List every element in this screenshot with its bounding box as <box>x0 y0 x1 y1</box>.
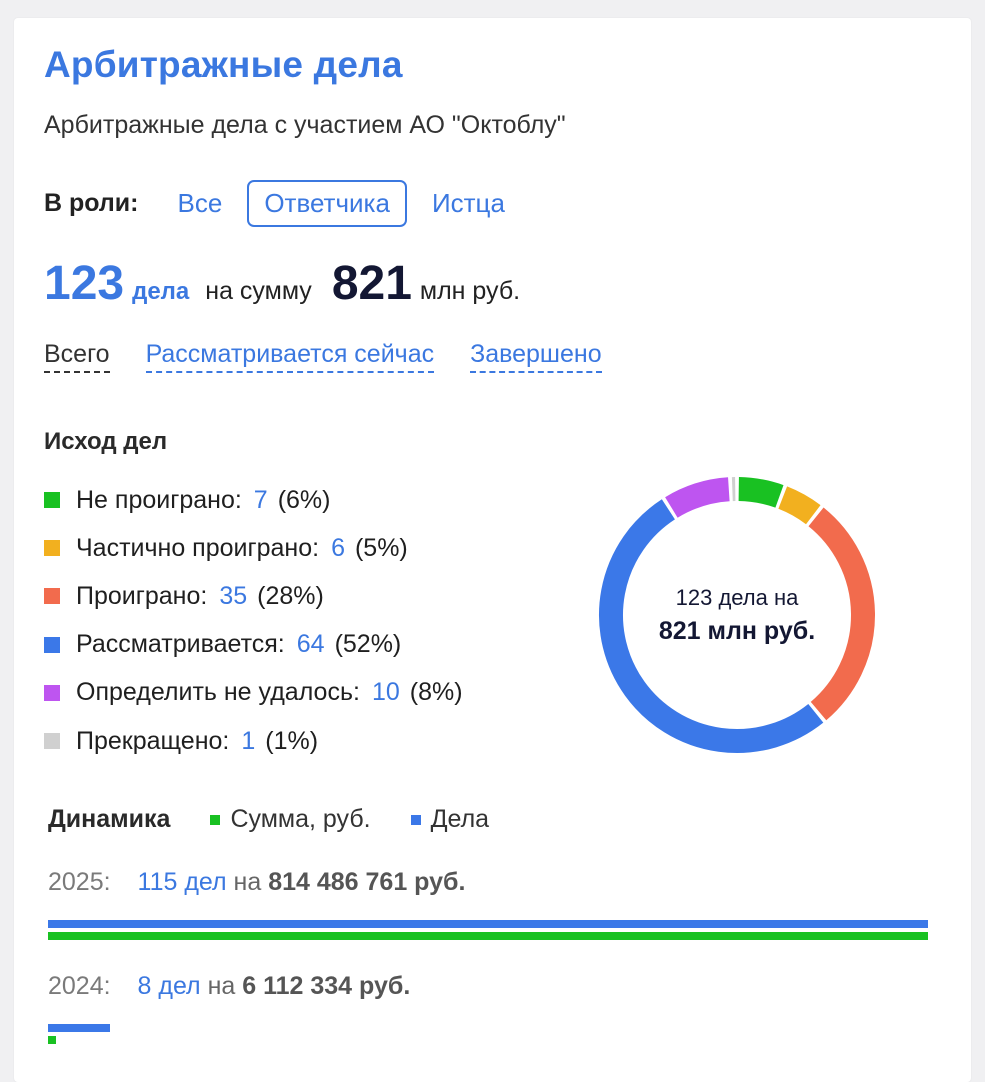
outcomes-donut-chart <box>599 477 875 753</box>
legend-count-link[interactable]: 1 <box>241 726 256 755</box>
legend-label: Не проиграно: <box>76 485 242 514</box>
outcomes-title: Исход дел <box>44 428 168 455</box>
outcomes-legend: Не проиграно: 7 (6%) Частично проиграно:… <box>44 476 463 765</box>
dynamics-legend-sum-label: Сумма, руб. <box>230 805 371 833</box>
role-selector: В роли: Все Ответчика Истца <box>44 178 530 228</box>
role-defendant-button[interactable]: Ответчика <box>247 179 407 227</box>
year-label: 2025: <box>48 868 111 896</box>
legend-count-link[interactable]: 7 <box>253 485 268 514</box>
swatch-lost <box>44 588 60 605</box>
page-subtitle: Арбитражные дела с участием АО "Октоблу" <box>44 111 566 139</box>
total-sum: 821 <box>331 257 412 310</box>
year-row-2024: 2024: 8 дел на 6 112 334 руб. <box>48 972 410 1001</box>
legend-label: Проиграно: <box>76 581 208 610</box>
swatch-in-progress <box>44 636 60 653</box>
total-cases-count: 123 <box>44 257 125 310</box>
legend-count-link[interactable]: 35 <box>219 581 248 610</box>
legend-label: Определить не удалось: <box>76 678 360 707</box>
dynamics-legend-cases: Дела <box>410 805 490 834</box>
legend-item-not-lost: Не проиграно: 7 (6%) <box>44 476 463 524</box>
legend-percent: (1%) <box>265 726 319 755</box>
legend-item-undetermined: Определить не удалось: 10 (8%) <box>44 669 463 717</box>
role-all-button[interactable]: Все <box>177 187 223 218</box>
total-sum-unit: млн руб. <box>419 277 521 305</box>
legend-percent: (6%) <box>277 485 331 514</box>
dynamics-legend-cases-label: Дела <box>430 805 490 833</box>
legend-item-partially-lost: Частично проиграно: 6 (5%) <box>44 524 463 572</box>
on-sum-label: на сумму <box>205 277 312 305</box>
donut-slice-lost[interactable] <box>808 507 875 721</box>
legend-label: Прекращено: <box>76 726 230 755</box>
legend-item-in-progress: Рассматривается: 64 (52%) <box>44 621 463 669</box>
role-label: В роли: <box>44 188 139 217</box>
donut-slice-not-lost[interactable] <box>738 477 784 508</box>
donut-slice-undetermined[interactable] <box>665 477 730 518</box>
filter-in-progress[interactable]: Рассматривается сейчас <box>145 340 435 373</box>
legend-count-link[interactable]: 64 <box>296 630 325 659</box>
cases-summary: 123 дела на сумму 821 млн руб. <box>44 256 520 311</box>
year-sum: 814 486 761 руб. <box>268 868 466 896</box>
year-cases-link[interactable]: 115 дел <box>137 868 227 896</box>
arbitration-card: Арбитражные дела Арбитражные дела с учас… <box>14 18 971 1082</box>
filter-completed[interactable]: Завершено <box>470 340 602 373</box>
swatch-not-lost <box>44 492 60 509</box>
legend-item-lost: Проиграно: 35 (28%) <box>44 572 463 620</box>
total-cases-word: дела <box>132 278 190 305</box>
donut-slice-in-progress[interactable] <box>599 499 824 753</box>
dynamics-header: Динамика Сумма, руб. Дела <box>48 805 529 834</box>
dynamics-title: Динамика <box>48 805 171 833</box>
filter-all[interactable]: Всего <box>44 340 110 373</box>
year-on-label: на <box>233 868 262 896</box>
legend-percent: (5%) <box>354 533 408 562</box>
donut-slice-partially-lost[interactable] <box>778 486 821 525</box>
legend-label: Частично проиграно: <box>76 533 320 562</box>
sum-bar-2025 <box>48 932 928 940</box>
year-sum: 6 112 334 руб. <box>242 972 411 1000</box>
cases-bar-2025 <box>48 920 928 928</box>
status-filters: Всего Рассматривается сейчас Завершено <box>44 340 638 373</box>
swatch-partially-lost <box>44 540 60 557</box>
legend-count-link[interactable]: 10 <box>371 678 400 707</box>
role-plaintiff-button[interactable]: Истца <box>431 187 505 218</box>
year-on-label: на <box>207 972 236 1000</box>
dynamics-legend-sum: Сумма, руб. <box>210 805 371 834</box>
legend-label: Рассматривается: <box>76 630 285 659</box>
year-row-2025: 2025: 115 дел на 814 486 761 руб. <box>48 868 465 897</box>
cases-swatch <box>410 814 421 825</box>
swatch-undetermined <box>44 684 60 701</box>
sum-bar-2024 <box>48 1036 56 1044</box>
year-label: 2024: <box>48 972 111 1000</box>
legend-item-terminated: Прекращено: 1 (1%) <box>44 717 463 765</box>
legend-percent: (52%) <box>334 630 402 659</box>
year-cases-link[interactable]: 8 дел <box>137 972 201 1000</box>
page-title: Арбитражные дела <box>44 44 403 85</box>
swatch-terminated <box>44 733 60 750</box>
legend-count-link[interactable]: 6 <box>331 533 345 562</box>
cases-bar-2024 <box>48 1024 110 1032</box>
legend-percent: (28%) <box>257 581 324 610</box>
legend-percent: (8%) <box>409 678 463 707</box>
sum-swatch <box>210 814 221 825</box>
